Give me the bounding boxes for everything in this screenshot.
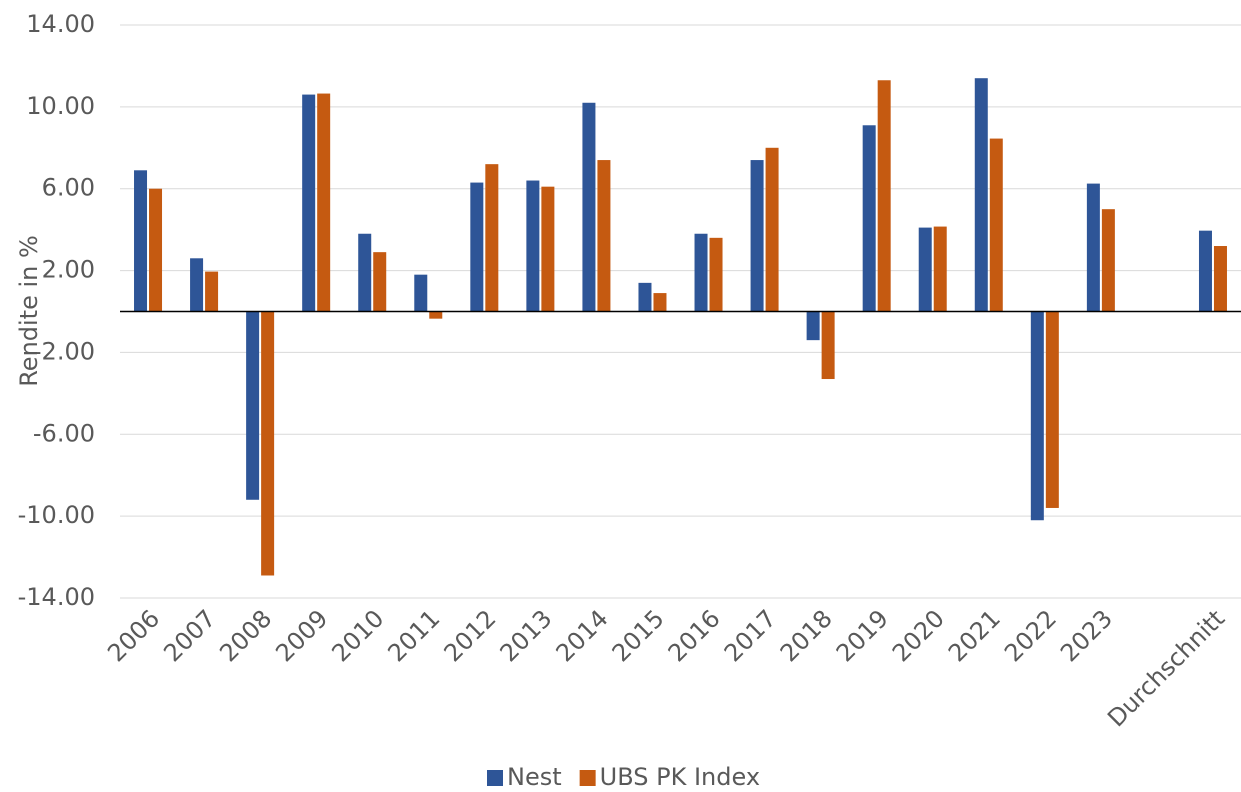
x-tick-label: 2020 <box>887 604 950 667</box>
legend-label: UBS PK Index <box>600 763 760 791</box>
x-tick-label: 2009 <box>270 604 333 667</box>
bar <box>918 227 932 312</box>
x-tick-label: 2013 <box>495 604 558 667</box>
x-tick-label: 2021 <box>943 604 1006 667</box>
bar <box>470 182 484 312</box>
bar <box>358 233 372 312</box>
y-tick-label: 10.00 <box>26 92 95 120</box>
x-tick-label: 2014 <box>551 604 614 667</box>
bar <box>246 311 260 500</box>
x-tick-label: 2012 <box>439 604 502 667</box>
y-tick-label: -2.00 <box>33 337 95 365</box>
bar <box>541 186 555 312</box>
bar <box>597 160 611 312</box>
bar <box>974 78 988 312</box>
bar <box>653 293 667 312</box>
bar <box>877 80 891 312</box>
bar <box>694 233 708 312</box>
x-tick-label: 2007 <box>158 604 221 667</box>
y-tick-label: -10.00 <box>18 501 95 529</box>
bar <box>261 311 275 576</box>
x-tick-label: 2008 <box>214 604 277 667</box>
bar <box>205 271 219 312</box>
bar <box>638 282 652 312</box>
bar <box>429 311 443 319</box>
bar <box>134 170 148 312</box>
x-tick-label: 2010 <box>326 604 389 667</box>
bar <box>862 125 876 312</box>
bar <box>317 93 331 312</box>
bar <box>821 311 835 380</box>
x-tick-label: 2022 <box>999 604 1062 667</box>
bar <box>750 160 764 312</box>
legend-label: Nest <box>507 763 562 791</box>
bar <box>765 147 779 312</box>
bar <box>414 274 428 312</box>
x-tick-label: 2015 <box>607 604 670 667</box>
y-tick-label: -6.00 <box>33 419 95 447</box>
x-tick-label: 2019 <box>831 604 894 667</box>
bar <box>933 226 947 312</box>
bar <box>190 258 204 312</box>
bar <box>526 180 540 312</box>
y-tick-label: 6.00 <box>42 174 95 202</box>
bar <box>709 237 723 312</box>
bar <box>1101 209 1115 312</box>
bar <box>1045 311 1059 508</box>
x-tick-label: 2011 <box>382 604 445 667</box>
bar <box>302 94 316 312</box>
x-tick-label: 2016 <box>663 604 726 667</box>
y-tick-label: -14.00 <box>18 583 95 611</box>
bar <box>1030 311 1044 521</box>
x-tick-label: 2006 <box>102 604 165 667</box>
bar <box>149 188 163 312</box>
bar <box>1213 246 1227 312</box>
y-axis-label: Rendite in % <box>15 235 43 387</box>
x-tick-label: 2018 <box>775 604 838 667</box>
legend-swatch <box>487 770 503 786</box>
bar <box>485 164 499 312</box>
bar <box>806 311 820 341</box>
x-tick-label: 2017 <box>719 604 782 667</box>
x-tick-label: 2023 <box>1055 604 1118 667</box>
y-tick-label: 14.00 <box>26 10 95 38</box>
bar <box>989 138 1003 312</box>
legend-swatch <box>579 770 596 786</box>
bar <box>373 252 387 312</box>
y-tick-label: 2.00 <box>42 256 95 284</box>
bar <box>1198 230 1212 312</box>
bar <box>1086 183 1100 312</box>
x-tick-label: Durchschnitt <box>1102 604 1230 732</box>
bar <box>582 102 596 312</box>
